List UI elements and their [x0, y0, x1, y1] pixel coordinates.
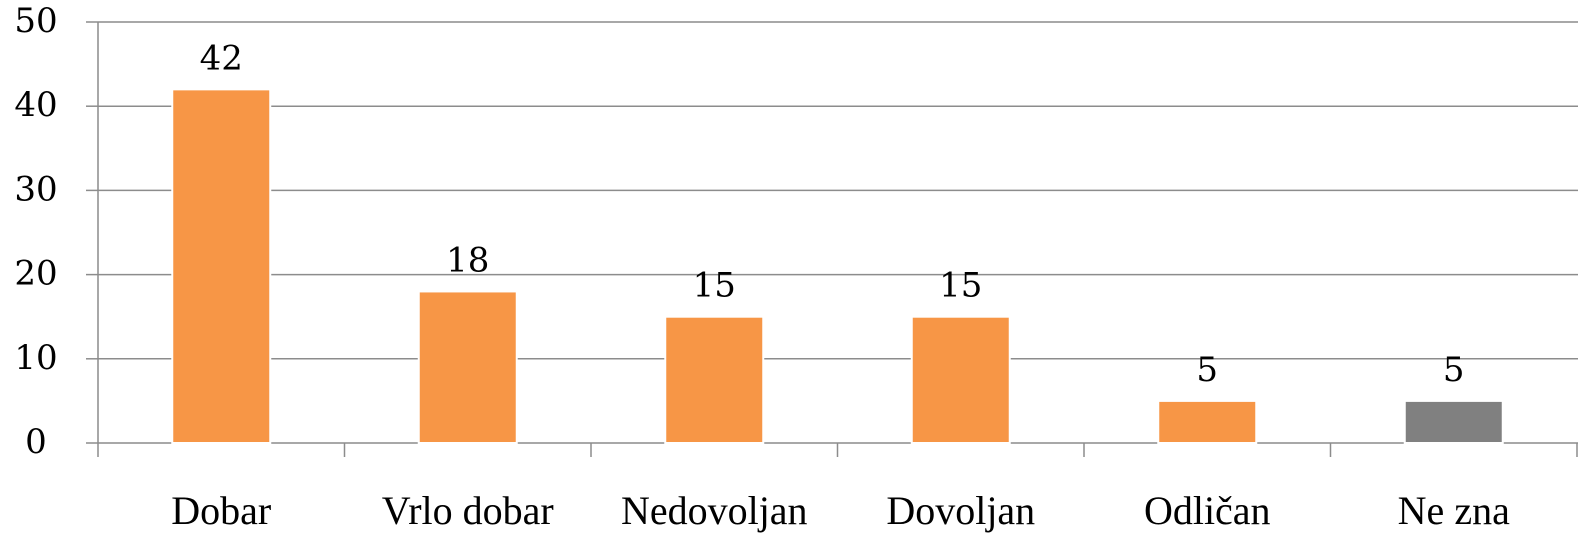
data-label: 15	[693, 266, 736, 306]
data-label: 5	[1196, 350, 1218, 390]
category-label: Nedovoljan	[621, 488, 808, 533]
gridlines	[98, 21, 1578, 360]
bar-odličan	[1157, 399, 1258, 444]
y-tick-label: 0	[25, 422, 47, 462]
bars	[171, 88, 1504, 445]
data-label: 15	[939, 266, 982, 306]
data-label: 5	[1443, 350, 1465, 390]
y-tick-label: 20	[14, 254, 57, 294]
category-label: Vrlo dobar	[382, 488, 554, 533]
category-label: Dovoljan	[886, 488, 1035, 533]
y-tick-label: 40	[14, 85, 57, 125]
category-label: Ne zna	[1398, 488, 1510, 533]
bar-vrlo-dobar	[417, 290, 518, 444]
bar-ne-zna	[1403, 399, 1504, 444]
y-tick-label: 10	[14, 338, 57, 378]
y-tick-label: 30	[14, 169, 57, 209]
data-label: 42	[200, 38, 243, 78]
data-label: 18	[446, 240, 489, 280]
bar-dobar	[171, 88, 272, 445]
labels: 0 10 20 30 40 50 42 Dobar 18 Vrlo dobar 15 Nedovolj…	[14, 1, 1510, 533]
bar-nedovoljan	[664, 315, 765, 445]
category-label: Odličan	[1144, 488, 1271, 533]
bar-dovoljan	[910, 315, 1011, 445]
category-label: Dobar	[171, 488, 271, 533]
y-tick-label: 50	[14, 1, 57, 41]
axes	[86, 21, 1578, 457]
